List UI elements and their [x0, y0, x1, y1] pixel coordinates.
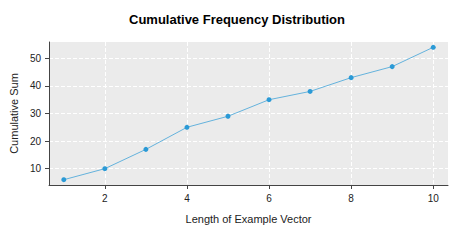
svg-text:10: 10 [428, 193, 440, 204]
svg-text:40: 40 [30, 80, 42, 91]
svg-text:2: 2 [102, 193, 108, 204]
svg-text:20: 20 [30, 136, 42, 147]
svg-text:Cumulative Frequency Distribut: Cumulative Frequency Distribution [129, 12, 345, 27]
svg-text:Length of Example Vector: Length of Example Vector [186, 213, 312, 225]
svg-text:4: 4 [184, 193, 190, 204]
svg-text:30: 30 [30, 108, 42, 119]
svg-text:10: 10 [30, 163, 42, 174]
svg-text:Cumulative Sum: Cumulative Sum [8, 73, 20, 154]
svg-text:50: 50 [30, 53, 42, 64]
svg-text:6: 6 [266, 193, 272, 204]
svg-text:8: 8 [348, 193, 354, 204]
